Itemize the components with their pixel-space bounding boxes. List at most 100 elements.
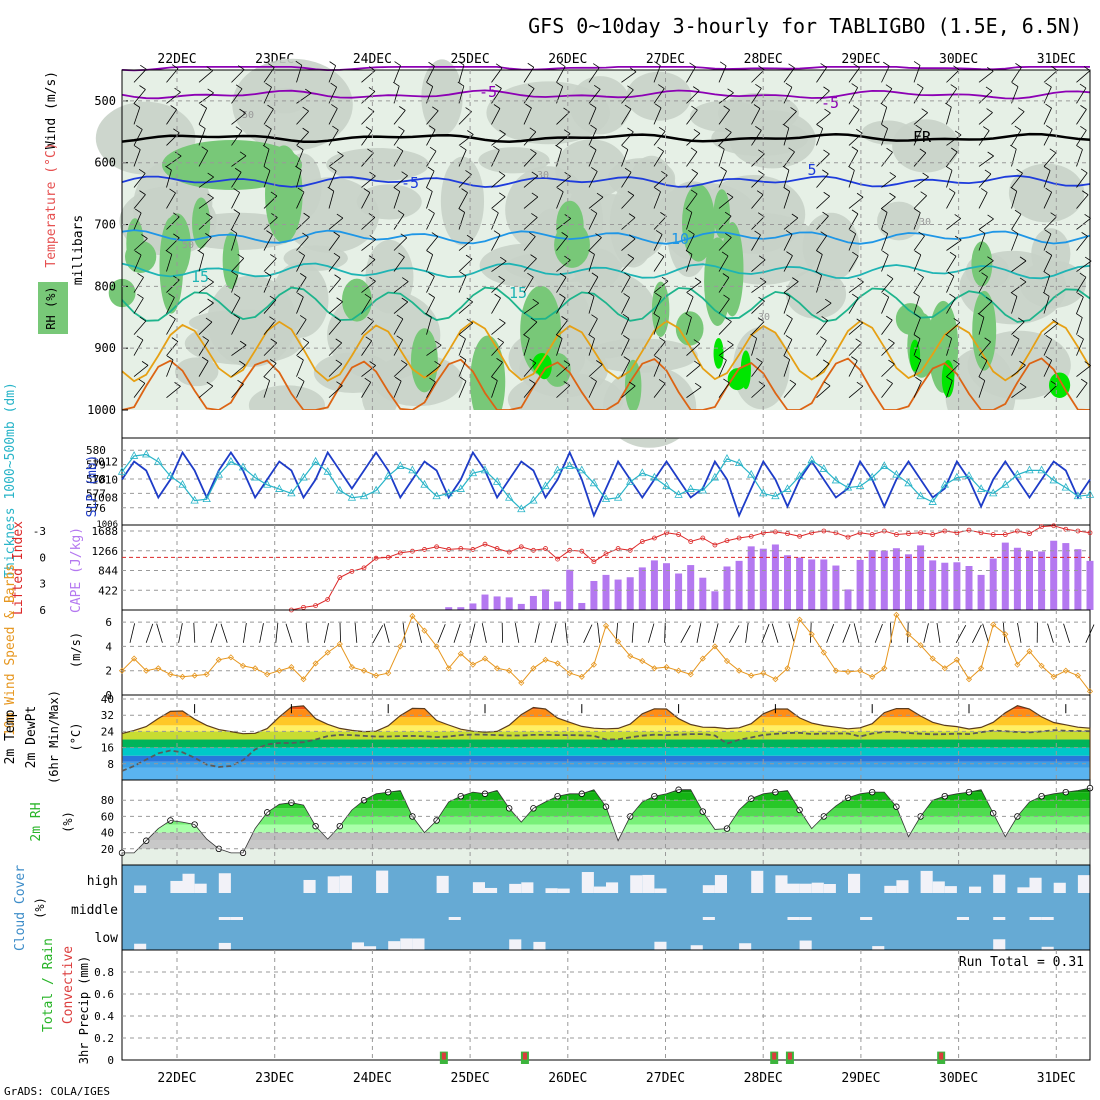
wind-barb (653, 383, 666, 398)
wind-barb (881, 296, 890, 314)
li-marker (894, 532, 899, 537)
wind-barb (653, 151, 664, 167)
wind-barb (556, 191, 564, 209)
wind-barb-flag (330, 82, 337, 88)
thickness-marker (868, 472, 877, 481)
wind-barb-flag (297, 355, 304, 361)
cloud-high (170, 880, 183, 893)
thickness-marker (589, 478, 599, 487)
wind-barb (718, 196, 734, 209)
wind-barb-flag (758, 296, 765, 302)
wind-barb-flag (496, 358, 503, 363)
wind-barb (653, 65, 661, 83)
wind-barb-flag (239, 108, 246, 114)
wind-barb (523, 153, 537, 167)
temp-contour-minus10 (121, 66, 1090, 72)
temp-band (122, 747, 1090, 756)
wind-barb-flag (434, 340, 442, 346)
wind-barb (816, 254, 823, 272)
wind10m-marker (155, 665, 162, 672)
wind-barb (588, 254, 595, 272)
thickness-marker (311, 456, 320, 465)
wind-barb (718, 109, 730, 125)
cloud-low (993, 939, 1006, 950)
cape-bar (844, 589, 852, 610)
wind-barb-flag (888, 359, 895, 365)
wind-barb (816, 128, 824, 146)
wind-barb-flag (491, 376, 498, 381)
wind-barb (491, 380, 498, 398)
wind-barb (848, 322, 863, 335)
wind10m-marker (663, 664, 670, 671)
cape-bar (517, 603, 525, 610)
wind-barb (231, 155, 247, 167)
wind-barb-flag (465, 254, 473, 260)
wind10m-barb (923, 623, 929, 643)
wind10m-barb (193, 622, 196, 643)
thickness-marker (843, 482, 853, 491)
wind-barb-flag (329, 166, 337, 172)
cloud-high (993, 874, 1006, 893)
wind-barb (978, 380, 986, 398)
wind-barb (328, 235, 340, 251)
wind10m-barb (145, 623, 154, 643)
ylabel-wind10m-unit: (m/s) (69, 632, 83, 668)
wind10m-marker (397, 643, 404, 650)
wind-barb (1076, 130, 1087, 146)
wind-barb-flag (336, 213, 344, 219)
wind-barb (588, 128, 597, 146)
wind10m-barb (354, 622, 358, 643)
li-marker (494, 546, 500, 551)
wind-barb (231, 130, 243, 146)
wind-barb-flag (628, 234, 636, 240)
wind10m-barb (1063, 623, 1070, 643)
wind-barb (848, 360, 858, 377)
wind10m-marker (239, 662, 247, 669)
wind-barb (458, 380, 467, 398)
wind-barb-flag (987, 214, 994, 220)
wind-barb (133, 194, 146, 209)
wind10m-marker (857, 667, 864, 674)
wind10m-barb (597, 622, 601, 643)
thickness-marker (710, 472, 720, 481)
cape-bar (965, 566, 973, 610)
wind-barb-flag (883, 61, 890, 67)
cape-bar (542, 589, 549, 610)
thickness-marker (807, 455, 816, 464)
wind-barb (653, 256, 665, 272)
wind-barb (198, 237, 212, 251)
wind-barb (263, 275, 272, 293)
wind-barb-flag (237, 253, 244, 259)
ylabel-rh: RH (%) (44, 286, 58, 329)
thickness-marker (1061, 482, 1070, 491)
wind-barb-flag (782, 123, 790, 129)
wind-barb (848, 233, 857, 251)
wind-barb-flag (590, 124, 597, 130)
wind-barb-flag (134, 208, 142, 214)
wind-barb (556, 320, 568, 335)
thickness-marker (1037, 465, 1046, 474)
temp-tick: 24 (101, 725, 115, 738)
thickness-marker (880, 461, 889, 469)
li-marker (543, 546, 548, 551)
wind-barb (978, 130, 990, 146)
wind-barb (686, 317, 692, 335)
wind-barb-flag (726, 192, 734, 198)
wind-barb-flag (394, 61, 401, 66)
wind-barb (848, 213, 859, 230)
cloud-low (654, 941, 667, 950)
wind-barb-flag (239, 340, 247, 346)
wind-barb-flag (269, 359, 277, 364)
wind-barb (556, 218, 571, 230)
wind-barb-flag (498, 171, 506, 176)
wind-barb (881, 196, 896, 209)
li-marker (591, 559, 597, 565)
thickness-marker (1013, 469, 1022, 478)
wind-barb (783, 281, 799, 293)
wind-barb (621, 217, 636, 230)
wind-barb (718, 215, 732, 230)
wind-barb-flag (954, 214, 961, 219)
wind-barb-flag (206, 381, 214, 387)
thickness-marker (795, 471, 804, 480)
wind-barb-flag (200, 103, 207, 109)
